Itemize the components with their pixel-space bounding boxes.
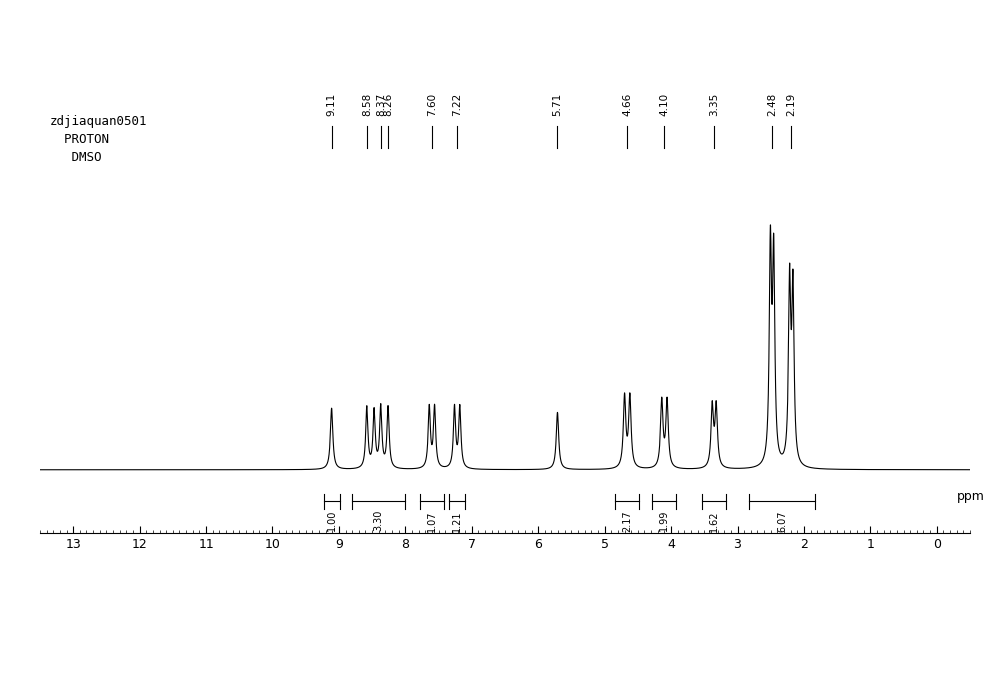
Text: 9.11: 9.11 — [327, 93, 337, 116]
Text: 5.71: 5.71 — [552, 93, 562, 116]
Text: 3.35: 3.35 — [709, 93, 719, 116]
Text: 1.99: 1.99 — [659, 510, 669, 531]
Text: 2.19: 2.19 — [786, 93, 796, 116]
Text: 1.00: 1.00 — [327, 510, 337, 531]
Text: 3.30: 3.30 — [374, 510, 384, 531]
Text: 8.58: 8.58 — [362, 93, 372, 116]
Text: 4.66: 4.66 — [622, 93, 632, 116]
Text: 7.60: 7.60 — [427, 94, 437, 116]
Text: ppm: ppm — [957, 490, 985, 503]
Text: zdjiaquan0501
  PROTON
   DMSO: zdjiaquan0501 PROTON DMSO — [49, 115, 147, 165]
Text: 1.21: 1.21 — [452, 510, 462, 531]
Text: 4.10: 4.10 — [659, 94, 669, 116]
Text: 6.07: 6.07 — [777, 510, 787, 531]
Text: 2.48: 2.48 — [767, 93, 777, 116]
Text: 1.62: 1.62 — [709, 510, 719, 531]
Text: 8.26: 8.26 — [383, 93, 393, 116]
Text: 8.37: 8.37 — [376, 93, 386, 116]
Text: 1.07: 1.07 — [427, 510, 437, 531]
Text: 7.22: 7.22 — [452, 93, 462, 116]
Text: 2.17: 2.17 — [622, 510, 632, 531]
